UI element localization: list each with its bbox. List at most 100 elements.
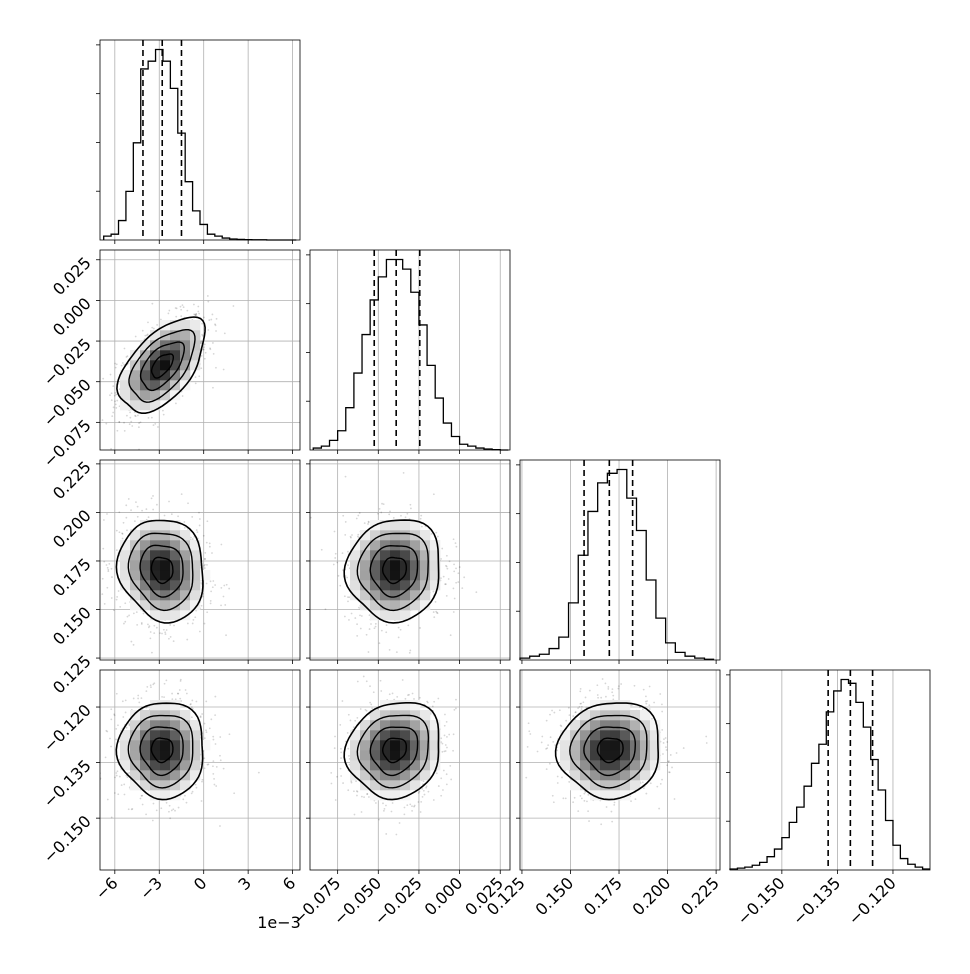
sample-point: [216, 318, 218, 320]
sample-point: [443, 750, 445, 752]
sample-point: [215, 324, 217, 326]
histogram-bin: [685, 656, 695, 660]
sample-point: [344, 616, 346, 618]
sample-point: [382, 802, 384, 804]
sample-point: [209, 348, 211, 350]
sample-point: [198, 375, 200, 377]
histogram-bin: [200, 224, 207, 240]
sample-point: [369, 628, 371, 630]
sample-point: [413, 806, 415, 808]
sample-point: [169, 624, 171, 626]
sample-point: [131, 808, 133, 810]
sample-point: [123, 522, 125, 524]
sample-point: [420, 801, 422, 803]
sample-point: [108, 563, 110, 565]
sample-point: [379, 508, 381, 510]
sample-point: [366, 710, 368, 712]
sample-point: [160, 807, 162, 809]
sample-point: [378, 819, 380, 821]
sample-point: [431, 533, 433, 535]
sample-point: [204, 567, 206, 569]
sample-point: [407, 694, 409, 696]
histogram-bin: [559, 637, 569, 660]
sample-point: [353, 790, 355, 792]
sample-point: [142, 330, 144, 332]
sample-point: [423, 780, 425, 782]
histogram-bin: [163, 61, 170, 240]
sample-point: [182, 304, 184, 306]
sample-point: [176, 307, 178, 309]
histogram-bin: [915, 867, 922, 870]
sample-point: [233, 305, 235, 307]
sample-point: [110, 374, 112, 376]
histogram-bin: [637, 530, 647, 660]
sample-point: [116, 693, 118, 695]
sample-point: [389, 511, 391, 513]
histogram-bin: [133, 143, 140, 240]
density-cell: [160, 570, 170, 580]
density-cell: [430, 540, 440, 550]
sample-point: [212, 580, 214, 582]
sample-point: [360, 628, 362, 630]
sample-point: [206, 583, 208, 585]
sample-point: [156, 627, 158, 629]
sample-point: [191, 706, 193, 708]
histogram-bin: [111, 234, 118, 240]
sample-point: [141, 697, 143, 699]
sample-point: [446, 568, 448, 570]
sample-point: [224, 332, 226, 334]
histogram-bin: [330, 440, 338, 450]
histogram-bin: [185, 182, 192, 240]
sample-point: [171, 698, 173, 700]
sample-point: [179, 698, 181, 700]
density-cell: [180, 340, 190, 350]
sample-point: [207, 295, 209, 297]
sample-point: [125, 700, 127, 702]
sample-point: [126, 356, 128, 358]
sample-point: [344, 534, 346, 536]
sample-point: [373, 691, 375, 693]
histogram-bin: [666, 643, 676, 660]
sample-point: [156, 324, 158, 326]
sample-point: [199, 518, 201, 520]
sample-point: [331, 783, 333, 785]
sample-point: [190, 537, 192, 539]
density-cell: [360, 720, 370, 730]
sample-point: [192, 538, 194, 540]
sample-point: [96, 399, 98, 401]
sample-point: [114, 392, 116, 394]
histogram-bin: [598, 483, 608, 660]
density-cell: [140, 540, 150, 550]
density-cell: [360, 590, 370, 600]
sample-point: [208, 319, 210, 321]
sample-point: [161, 696, 163, 698]
density-cell: [380, 570, 390, 580]
sample-point: [194, 616, 196, 618]
histogram-bin: [530, 656, 540, 660]
sample-point: [351, 613, 353, 615]
sample-point: [136, 611, 138, 613]
sample-point: [445, 744, 447, 746]
sample-point: [200, 340, 202, 342]
sample-point: [114, 792, 116, 794]
sample-point: [391, 811, 393, 813]
sample-point: [354, 720, 356, 722]
sample-point: [168, 501, 170, 503]
sample-point: [126, 727, 128, 729]
sample-point: [351, 534, 353, 536]
sample-point: [223, 585, 225, 587]
histogram-bin: [549, 649, 559, 660]
sample-point: [340, 751, 342, 753]
histogram-bin: [126, 191, 133, 240]
sample-point: [336, 776, 338, 778]
density-cell: [360, 750, 370, 760]
sample-point: [191, 700, 193, 702]
sample-point: [374, 627, 376, 629]
sample-point: [339, 724, 341, 726]
sample-point: [114, 363, 116, 365]
sample-point: [357, 534, 359, 536]
sample-point: [357, 681, 359, 683]
sample-point: [446, 721, 448, 723]
sample-point: [206, 731, 208, 733]
